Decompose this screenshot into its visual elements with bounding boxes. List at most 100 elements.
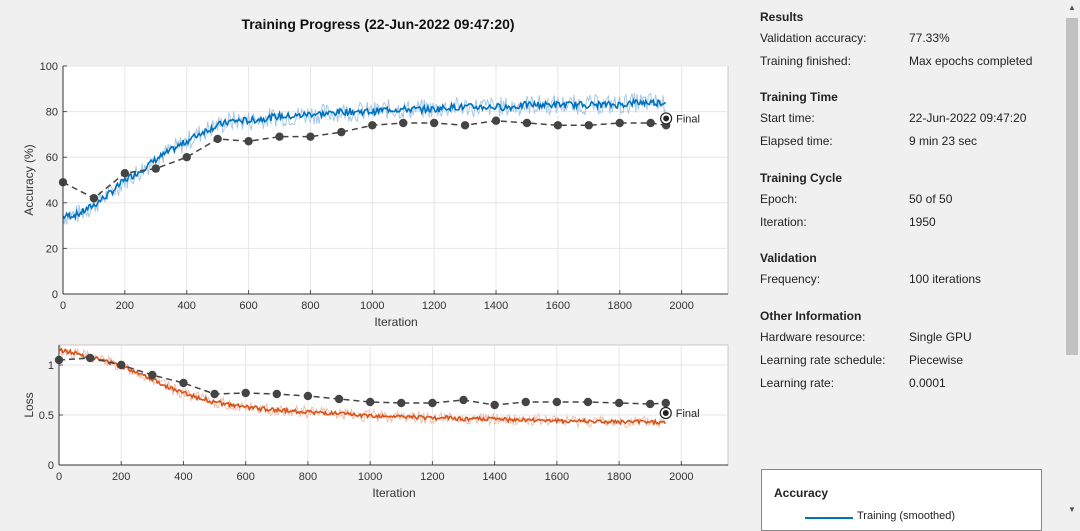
training-finished-label: Training finished: (760, 54, 851, 68)
loss-training-smoothed-line (58, 347, 666, 426)
loss-x-tick-label: 400 (174, 471, 192, 483)
lr-schedule-value: Piecewise (909, 353, 964, 367)
scroll-up-arrow-icon[interactable]: ▲ (1068, 3, 1076, 12)
loss-final-marker-dot (662, 410, 669, 416)
acc-validation-point (522, 118, 532, 128)
acc-x-tick-label: 800 (301, 300, 319, 312)
loss-x-tick-label: 800 (299, 471, 317, 483)
acc-y-tick-label: 20 (46, 243, 58, 255)
acc-x-tick-label: 600 (239, 300, 257, 312)
other-information-heading: Other Information (760, 309, 862, 323)
frequency-label: Frequency: (760, 272, 821, 286)
acc-x-tick-label: 200 (116, 300, 134, 312)
loss-validation-point (303, 391, 313, 401)
acc-validation-point (213, 134, 222, 144)
results-section: Results Validation accuracy: 77.33% Trai… (760, 7, 1060, 73)
validation-section: Validation Frequency: 100 iterations (760, 248, 1060, 291)
loss-x-tick-label: 1600 (545, 471, 569, 483)
accuracy-y-axis-label: Accuracy (%) (22, 144, 36, 215)
training-time-heading: Training Time (760, 90, 838, 104)
loss-validation-point (428, 398, 437, 408)
training-charts: 0 200 400 600 800 1000 1200 1400 1600 1800 2000020… (22, 61, 729, 500)
loss-x-tick-label: 0 (56, 471, 62, 483)
frequency-value: 100 iterations (909, 272, 982, 286)
acc-x-tick-label: 1000 (360, 300, 384, 312)
acc-y-tick-label: 40 (46, 198, 58, 210)
loss-validation-point (85, 353, 95, 363)
acc-x-tick-label: 2000 (669, 300, 693, 312)
loss-validation-point (661, 398, 670, 408)
acc-y-tick-label: 80 (46, 107, 58, 119)
start-time-value: 22-Jun-2022 09:47:20 (909, 111, 1027, 125)
acc-validation-point (491, 116, 501, 125)
loss-y-axis-label: Loss (22, 392, 36, 417)
loss-validation-point (459, 395, 468, 405)
scroll-down-arrow-icon[interactable]: ▼ (1068, 505, 1076, 514)
lr-label: Learning rate: (760, 376, 835, 390)
start-time-label: Start time: (760, 111, 815, 125)
acc-validation-point (584, 121, 594, 130)
legend-title: Accuracy (774, 486, 829, 500)
accuracy-plot: 0 200 400 600 800 1000 1200 1400 1600 1800 2000 0 20… (22, 61, 729, 329)
scrollbar-thumb[interactable] (1066, 18, 1078, 355)
elapsed-time-label: Elapsed time: (760, 134, 833, 148)
lr-value: 0.0001 (909, 376, 946, 390)
epoch-label: Epoch: (760, 192, 798, 206)
loss-validation-point (148, 370, 157, 380)
loss-validation-point (490, 400, 499, 410)
acc-validation-point (460, 121, 470, 130)
loss-validation-point (646, 399, 655, 409)
acc-y-tick-label: 0 (52, 289, 58, 301)
acc-validation-point (275, 132, 284, 141)
vertical-scrollbar[interactable]: ▲ ▼ (1064, 0, 1080, 520)
epoch-value: 50 of 50 (909, 192, 953, 206)
acc-validation-point (615, 118, 624, 128)
acc-x-tick-label: 1200 (422, 300, 446, 312)
frequency-row: Frequency: 100 iterations (760, 268, 1060, 291)
acc-x-tick-label: 0 (60, 300, 66, 312)
acc-y-tick-label: 60 (46, 152, 58, 164)
loss-validation-point (583, 397, 593, 407)
loss-x-tick-label: 200 (112, 471, 130, 483)
training-finished-value: Max epochs completed (909, 54, 1033, 68)
acc-final-marker-dot (663, 115, 670, 122)
training-info-panel: Results Validation accuracy: 77.33% Trai… (760, 0, 1060, 460)
loss-validation-point (521, 397, 530, 407)
validation-accuracy-label: Validation accuracy: (760, 31, 867, 45)
training-finished-row: Training finished: Max epochs completed (760, 50, 1060, 73)
accuracy-plot-area (62, 65, 729, 295)
acc-x-tick-label: 1400 (484, 300, 508, 312)
acc-training-raw-line (62, 92, 666, 225)
loss-y-tick-label: 0 (48, 460, 54, 472)
elapsed-time-row: Elapsed time: 9 min 23 sec (760, 130, 1060, 153)
validation-accuracy-row: Validation accuracy: 77.33% (760, 27, 1060, 50)
acc-x-tick-label: 400 (178, 300, 196, 312)
loss-validation-point (179, 378, 188, 388)
other-information-section: Other Information Hardware resource: Sin… (760, 306, 1060, 395)
loss-validation-point (397, 398, 406, 408)
hardware-row: Hardware resource: Single GPU (760, 326, 1060, 349)
legend-panel: Accuracy Training (smoothed) (761, 469, 1042, 531)
loss-validation-point (272, 389, 282, 399)
loss-x-tick-label: 1000 (358, 471, 382, 483)
loss-final-label: Final (676, 408, 700, 420)
lr-schedule-label: Learning rate schedule: (760, 353, 886, 367)
validation-accuracy-value: 77.33% (909, 31, 950, 45)
iteration-row: Iteration: 1950 (760, 211, 1060, 234)
lr-schedule-row: Learning rate schedule: Piecewise (760, 349, 1060, 372)
loss-x-tick-label: 600 (237, 471, 255, 483)
acc-validation-point (151, 164, 160, 173)
acc-validation-point (646, 118, 655, 128)
training-cycle-heading: Training Cycle (760, 171, 843, 185)
accuracy-x-axis-label: Iteration (374, 315, 417, 329)
hardware-value: Single GPU (909, 330, 972, 344)
loss-x-tick-label: 1400 (482, 471, 506, 483)
legend-training-entry: Training (smoothed) (857, 510, 956, 522)
lr-row: Learning rate: 0.0001 (760, 372, 1060, 395)
loss-plot-area (58, 344, 729, 466)
loss-x-tick-label: 1800 (607, 471, 631, 483)
legend-training-swatch (805, 517, 853, 519)
loss-x-tick-label: 1200 (420, 471, 444, 483)
training-time-section: Training Time Start time: 22-Jun-2022 09… (760, 87, 1060, 153)
loss-validation-point (241, 388, 250, 398)
